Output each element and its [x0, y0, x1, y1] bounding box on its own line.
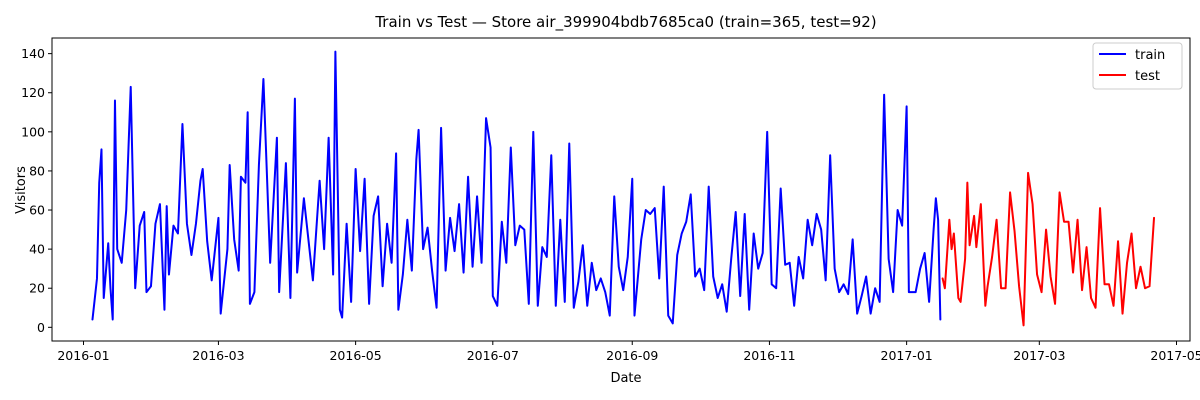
series-line-test	[941, 171, 1156, 327]
x-tick-label: 2016-05	[329, 348, 381, 363]
y-tick-label: 40	[29, 242, 45, 257]
x-tick-label: 2016-07	[467, 348, 519, 363]
plot-area	[91, 50, 1156, 327]
x-tick-label: 2016-01	[57, 348, 109, 363]
axes: 2016-01 2016-03 2016-05 2016-07 2016-09 2016-…	[21, 37, 1200, 363]
y-tick-label: 120	[21, 85, 45, 100]
y-tick-label: 60	[29, 203, 45, 218]
chart-title: Train vs Test — Store air_399904bdb7685c…	[374, 13, 876, 32]
y-axis-label: Visitors	[14, 166, 29, 214]
legend-label-test: test	[1135, 69, 1160, 84]
y-tick-label: 20	[29, 281, 45, 296]
x-tick-label: 2016-11	[743, 348, 795, 363]
x-tick-label: 2017-03	[1013, 348, 1065, 363]
y-tick-label: 0	[37, 320, 45, 335]
x-axis-label: Date	[610, 371, 641, 386]
y-tick-label: 80	[29, 163, 45, 178]
legend: train test	[1092, 42, 1183, 90]
x-tick-label: 2017-05	[1150, 348, 1200, 363]
x-tick-label: 2016-09	[606, 348, 658, 363]
x-tick-label: 2017-01	[881, 348, 933, 363]
series-line-train	[91, 50, 942, 325]
y-tick-label: 100	[21, 124, 45, 139]
plot-frame	[51, 37, 1191, 342]
x-tick-label: 2016-03	[192, 348, 244, 363]
y-tick-label: 140	[21, 46, 45, 61]
legend-label-train: train	[1135, 48, 1165, 63]
